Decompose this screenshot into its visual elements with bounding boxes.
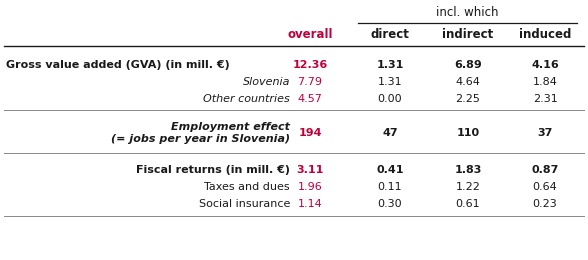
- Text: 0.61: 0.61: [456, 199, 480, 209]
- Text: 7.79: 7.79: [298, 77, 322, 87]
- Text: 1.31: 1.31: [377, 77, 402, 87]
- Text: 4.16: 4.16: [531, 60, 559, 70]
- Text: 37: 37: [537, 128, 553, 138]
- Text: induced: induced: [519, 29, 571, 42]
- Text: incl. which: incl. which: [436, 5, 499, 18]
- Text: 4.57: 4.57: [298, 94, 322, 104]
- Text: 3.11: 3.11: [296, 165, 323, 175]
- Text: 110: 110: [456, 128, 480, 138]
- Text: 2.25: 2.25: [456, 94, 480, 104]
- Text: 0.11: 0.11: [377, 182, 402, 192]
- Text: 1.14: 1.14: [298, 199, 322, 209]
- Text: 1.84: 1.84: [533, 77, 557, 87]
- Text: 12.36: 12.36: [292, 60, 328, 70]
- Text: Slovenia: Slovenia: [242, 77, 290, 87]
- Text: Employment effect
(= jobs per year in Slovenia): Employment effect (= jobs per year in Sl…: [111, 122, 290, 144]
- Text: 47: 47: [382, 128, 398, 138]
- Text: 1.22: 1.22: [456, 182, 480, 192]
- Text: Fiscal returns (in mill. €): Fiscal returns (in mill. €): [136, 165, 290, 175]
- Text: Social insurance: Social insurance: [199, 199, 290, 209]
- Text: 0.87: 0.87: [532, 165, 559, 175]
- Text: 0.30: 0.30: [377, 199, 402, 209]
- Text: 1.83: 1.83: [455, 165, 482, 175]
- Text: 0.23: 0.23: [533, 199, 557, 209]
- Text: 1.31: 1.31: [376, 60, 404, 70]
- Text: direct: direct: [370, 29, 409, 42]
- Text: 194: 194: [298, 128, 322, 138]
- Text: 0.00: 0.00: [377, 94, 402, 104]
- Text: indirect: indirect: [442, 29, 493, 42]
- Text: 2.31: 2.31: [533, 94, 557, 104]
- Text: 1.96: 1.96: [298, 182, 322, 192]
- Text: 0.41: 0.41: [376, 165, 404, 175]
- Text: 4.64: 4.64: [456, 77, 480, 87]
- Text: Gross value added (GVA) (in mill. €): Gross value added (GVA) (in mill. €): [6, 60, 230, 70]
- Text: overall: overall: [288, 29, 333, 42]
- Text: Other countries: Other countries: [203, 94, 290, 104]
- Text: Taxes and dues: Taxes and dues: [205, 182, 290, 192]
- Text: 6.89: 6.89: [454, 60, 482, 70]
- Text: 0.64: 0.64: [533, 182, 557, 192]
